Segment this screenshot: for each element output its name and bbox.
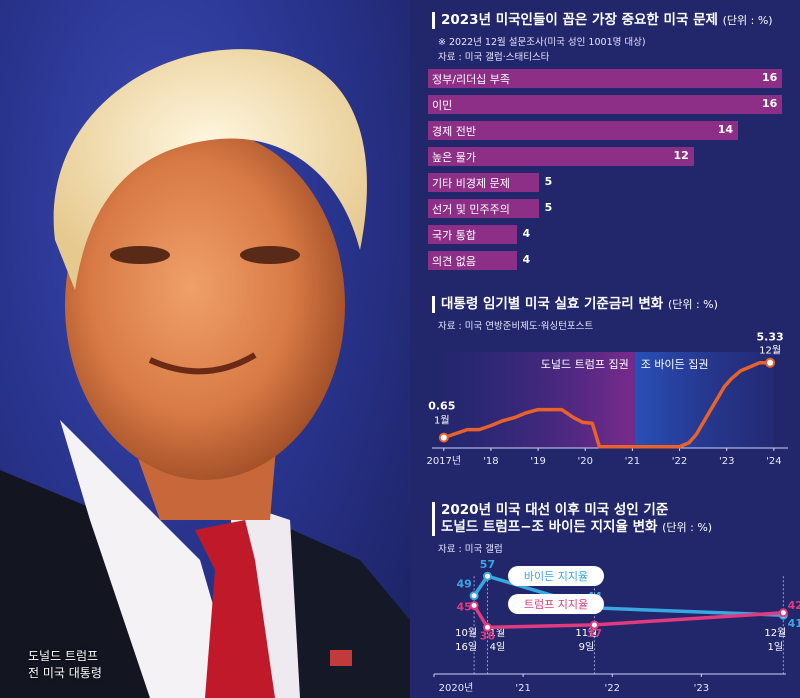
bar: [428, 95, 782, 114]
x-tick-label: '19: [530, 456, 545, 467]
bar-label: 선거 및 민주주의: [432, 203, 510, 216]
end-period-label: 12월: [759, 345, 781, 357]
region-label: 조 바이든 집권: [641, 358, 709, 371]
bar: [428, 121, 738, 140]
photo-caption: 도널드 트럼프 전 미국 대통령: [28, 648, 102, 682]
x-tick-label: '21: [515, 683, 530, 694]
bar-value: 16: [762, 71, 778, 84]
region-label: 도널드 트럼프 집권: [541, 358, 629, 371]
date-month-label: 1월: [490, 627, 506, 639]
caption-role: 전 미국 대통령: [28, 666, 102, 680]
start-point: [438, 432, 449, 443]
chart1-title-text: 2023년 미국인들이 꼽은 가장 중요한 미국 문제: [441, 12, 718, 28]
x-tick-label: '22: [672, 456, 687, 467]
end-value-label: 5.33: [757, 331, 784, 344]
series-value-label: 36: [480, 629, 496, 642]
chart3-title-line1: 2020년 미국 대선 이후 미국 성인 기준: [441, 502, 669, 518]
bar-label: 기타 비경제 문제: [432, 177, 510, 190]
date-day-label: 4일: [490, 641, 506, 653]
legend-pill: [508, 594, 604, 614]
x-tick-label: '20: [578, 456, 593, 467]
x-tick-label: '21: [625, 456, 640, 467]
chart2-title: 대통령 임기별 미국 실효 기준금리 변화 (단위 : %): [432, 296, 718, 313]
end-point: [765, 357, 776, 368]
chart3-title-line2: 도널드 트럼프−조 바이든 지지율 변화: [441, 519, 658, 535]
bar-label: 이민: [432, 99, 453, 112]
bar-value: 14: [717, 123, 734, 136]
chart2-unit: (단위 : %): [667, 298, 718, 311]
bar-value: 5: [544, 201, 553, 214]
chart1-unit: (단위 : %): [722, 14, 773, 27]
bar-label: 경제 전반: [432, 125, 476, 138]
series-point: [778, 608, 788, 618]
chart2-svg: 도널드 트럼프 집권 조 바이든 집권 2017년 '18 '19 '20 '21 '22 '2…: [426, 331, 788, 467]
x-tick-label: 2017년: [426, 455, 461, 467]
chart1-source: 자료 : 미국 갤럽·스태티스타: [438, 52, 550, 63]
bar: [428, 225, 517, 244]
legend-label: 트럼프 지지율: [524, 598, 588, 611]
series-point: [469, 600, 479, 610]
legend-label: 바이든 지지율: [524, 570, 588, 583]
date-month-label: 10월: [455, 627, 477, 639]
bar-label: 정부/리더십 부족: [432, 73, 511, 86]
date-day-label: 16일: [455, 641, 477, 653]
date-day-label: 1일: [768, 641, 784, 653]
date-month-label: 12월: [764, 627, 786, 639]
series-value-label: 49: [456, 578, 471, 591]
bar-label: 국가 통합: [432, 229, 476, 242]
portrait-photo: 도널드 트럼프 전 미국 대통령: [0, 0, 410, 698]
series-point: [482, 622, 492, 632]
date-month-label: 11월: [575, 627, 597, 639]
x-tick-label: '22: [604, 683, 619, 694]
series-value-label: 37: [587, 627, 602, 640]
bar-label: 의견 없음: [432, 255, 476, 268]
bar: [428, 173, 539, 192]
bar: [428, 199, 539, 218]
bar: [428, 69, 782, 88]
bar: [428, 147, 694, 166]
x-tick-label: 2020년: [439, 682, 474, 694]
chart3-svg: 2020년'21'22'2310월16일1월4일11월9일12월1일495744…: [433, 558, 800, 694]
bar-value: 4: [522, 227, 531, 240]
bar: [428, 251, 517, 270]
chart3-title: 2020년 미국 대선 이후 미국 성인 기준 도널드 트럼프−조 바이든 지지…: [432, 502, 712, 536]
x-tick-label: '23: [719, 456, 734, 467]
x-tick-label: '23: [694, 683, 709, 694]
x-tick-label: '18: [483, 456, 498, 467]
series-line: [472, 574, 784, 617]
legend-pill: [508, 566, 604, 586]
region-band: [443, 352, 635, 448]
chart3-source: 자료 : 미국 갤럽: [438, 544, 503, 555]
chart2-title-text: 대통령 임기별 미국 실효 기준금리 변화: [441, 296, 664, 312]
series-value-label: 45: [456, 600, 471, 613]
chart1-title: 2023년 미국인들이 꼽은 가장 중요한 미국 문제 (단위 : %): [432, 12, 773, 29]
series-value-label: 41: [788, 617, 800, 630]
series-point: [589, 620, 599, 630]
chart1-note: ※ 2022년 12월 설문조사(미국 성인 1001명 대상): [438, 37, 646, 48]
rate-line: [443, 360, 771, 449]
start-value-label: 0.65: [428, 400, 455, 413]
chart2-source: 자료 : 미국 연방준비제도·워싱턴포스트: [438, 321, 594, 332]
bar-value: 12: [673, 149, 689, 162]
portrait-illustration: [0, 49, 410, 698]
start-period-label: 1월: [434, 415, 450, 427]
series-line: [472, 604, 784, 630]
series-value-label: 42: [788, 599, 800, 612]
chart3-unit: (단위 : %): [662, 521, 713, 534]
bar-value: 16: [762, 97, 778, 110]
bar-value: 4: [522, 253, 531, 266]
x-tick-label: '24: [766, 456, 781, 467]
date-day-label: 9일: [579, 641, 595, 653]
bar-label: 높은 물가: [432, 151, 476, 164]
series-value-label: 57: [480, 558, 495, 571]
bar-value: 5: [544, 175, 553, 188]
series-point: [469, 591, 479, 601]
caption-name: 도널드 트럼프: [28, 649, 99, 663]
series-point: [482, 571, 492, 581]
